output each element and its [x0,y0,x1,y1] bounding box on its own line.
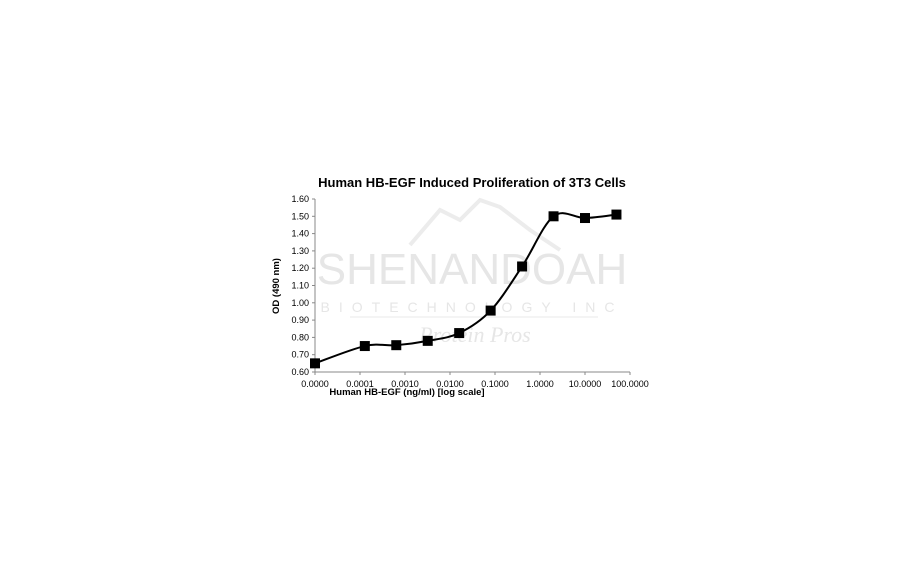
y-tick-label: 0.60 [291,367,309,377]
y-tick-label: 1.00 [291,298,309,308]
x-tick-label: 0.0000 [301,379,329,389]
watermark: SHENANDOAH BIOTECHNOLOGY INC Protein Pro… [317,197,628,347]
data-point [391,340,402,351]
data-point [359,341,370,352]
data-point [548,211,559,222]
x-tick-label: 0.1000 [481,379,509,389]
data-point [485,305,496,316]
data-point [454,328,465,339]
data-point [310,358,320,369]
y-tick-label: 1.50 [291,211,309,221]
y-tick-label: 1.30 [291,246,309,256]
x-tick-label: 100.0000 [611,379,649,389]
axes: 0.60 0.70 0.80 0.90 1.00 1.10 1.20 1.30 1.40 1.50… [291,194,648,389]
x-tick-label: 0.0001 [346,379,374,389]
y-tick-label: 0.70 [291,350,309,360]
chart-title: Human HB-EGF Induced Proliferation of 3T… [318,175,626,190]
y-axis-label: OD (490 nm) [271,258,282,314]
watermark-mountain-icon [408,197,562,252]
y-tick-label: 1.60 [291,194,309,204]
data-point [422,335,433,346]
watermark-line2: BIOTECHNOLOGY INC [321,299,624,315]
watermark-line3: Protein Pros [418,322,530,347]
series-marks [310,209,622,369]
data-point [517,261,528,272]
y-tick-label: 0.80 [291,332,309,342]
series-line [314,212,617,365]
watermark-line1: SHENANDOAH [317,245,628,294]
data-point [580,213,590,224]
x-tick-label: 1.0000 [526,379,554,389]
x-axis-label: Human HB-EGF (ng/ml) [log scale] [329,387,484,398]
x-tick-label: 10.0000 [569,379,602,389]
x-tick-label: 0.0010 [391,379,419,389]
x-tick-label: 0.0100 [436,379,464,389]
y-tick-label: 1.40 [291,229,309,239]
y-tick-label: 1.10 [291,281,309,291]
y-tick-label: 1.20 [291,263,309,273]
y-tick-label: 0.90 [291,315,309,325]
data-point [611,209,622,220]
